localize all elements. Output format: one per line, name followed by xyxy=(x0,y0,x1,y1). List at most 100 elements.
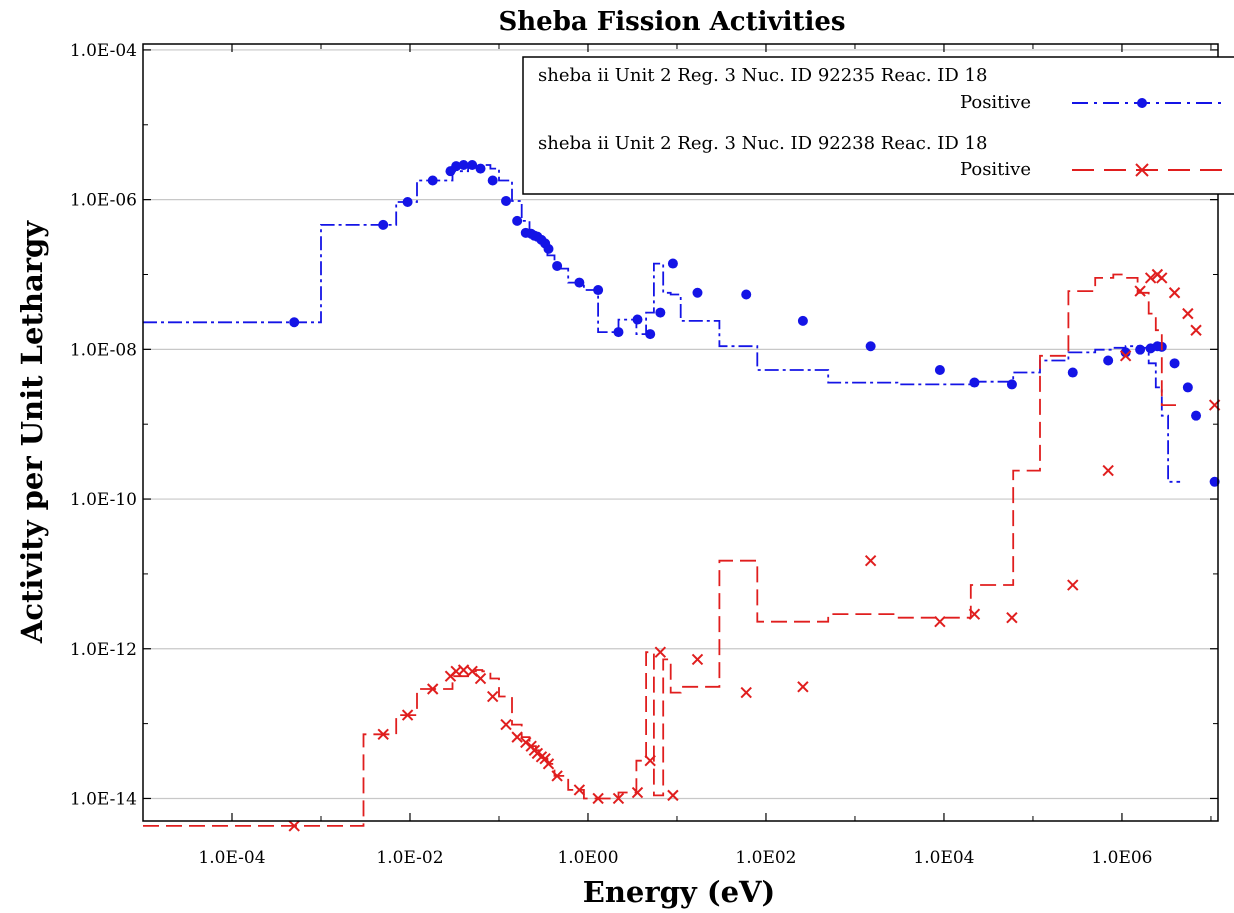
series-1-point-35 xyxy=(1103,355,1114,366)
series-1-point-27 xyxy=(692,287,703,298)
y-tick-label-1: 1.0E-06 xyxy=(70,191,137,211)
series-1-point-34 xyxy=(1067,367,1078,378)
x-tick-label-5: 1.0E06 xyxy=(1091,848,1152,868)
series-1-point-37 xyxy=(1135,344,1146,355)
series-2-point-22 xyxy=(612,792,625,805)
series-2-point-36 xyxy=(1119,350,1132,362)
x-tick-label-4: 1.0E04 xyxy=(913,848,974,868)
legend-box xyxy=(522,56,1234,195)
series-1-point-7 xyxy=(467,160,478,171)
series-2-point-18 xyxy=(542,758,555,770)
series-2-point-11 xyxy=(511,731,523,743)
series-2-point-40 xyxy=(1156,272,1168,284)
series-2-point-17 xyxy=(539,752,551,765)
series-1-point-44 xyxy=(1209,476,1220,487)
series-1-point-30 xyxy=(865,341,876,352)
series-1-point-11 xyxy=(512,215,523,226)
series-1-point-36 xyxy=(1120,347,1131,358)
series-2-line xyxy=(143,273,1181,827)
series-2-point-24 xyxy=(644,754,656,767)
series-1-point-2 xyxy=(402,196,413,207)
series-1-point-29 xyxy=(797,315,808,326)
legend-swatch-1-marker xyxy=(1137,98,1147,108)
tick-layer: 1.0E-04 1.0E-06 1.0E-08 1.0E-10 1.0E-12 1.0E-… xyxy=(70,41,1218,868)
x-axis-label: Energy (eV) xyxy=(583,875,776,909)
series-2-point-20 xyxy=(573,784,586,796)
series-2-point-37 xyxy=(1134,285,1146,297)
series-1-point-31 xyxy=(934,364,945,375)
series-2-point-19 xyxy=(551,770,563,782)
legend-entry-1-line2: Positive xyxy=(960,92,1031,113)
legend-swatch-2-marker xyxy=(1135,163,1149,177)
x-tick-label-0: 1.0E-04 xyxy=(198,848,265,868)
series-2-point-8 xyxy=(474,672,487,685)
series-2-point-28 xyxy=(740,686,752,699)
series-2-point-43 xyxy=(1190,324,1202,336)
y-tick-label-5: 1.0E-14 xyxy=(70,789,137,809)
legend-entry-1-line1: sheba ii Unit 2 Reg. 3 Nuc. ID 92235 Rea… xyxy=(538,65,987,86)
series-1-point-41 xyxy=(1169,358,1180,369)
series-1-point-23 xyxy=(632,314,643,325)
series-1-markers xyxy=(289,160,1220,487)
series-1-point-26 xyxy=(667,258,678,269)
series-2-point-38 xyxy=(1144,272,1157,284)
series-1-point-32 xyxy=(969,377,980,388)
series-1-point-42 xyxy=(1182,382,1193,393)
series-1-point-25 xyxy=(655,307,666,318)
series-1-point-8 xyxy=(475,163,486,174)
series-1-point-6 xyxy=(458,160,469,171)
series-2-point-42 xyxy=(1182,307,1194,320)
series-1-point-24 xyxy=(645,329,656,340)
series-2-point-34 xyxy=(1067,579,1079,591)
y-tick-label-4: 1.0E-12 xyxy=(70,640,137,660)
series-2-point-27 xyxy=(691,653,704,666)
x-tick-label-3: 1.0E02 xyxy=(735,848,796,868)
series-2-point-9 xyxy=(486,690,499,703)
series-2-point-30 xyxy=(864,555,877,567)
series-1-point-10 xyxy=(501,195,512,206)
series-2-point-2 xyxy=(401,709,414,721)
series-1-point-0 xyxy=(289,317,300,328)
series-2-point-35 xyxy=(1102,464,1114,477)
series-layer xyxy=(143,160,1221,832)
series-2-point-10 xyxy=(500,718,512,731)
series-2-point-23 xyxy=(631,786,644,799)
series-2-point-29 xyxy=(797,681,809,693)
series-2-point-33 xyxy=(1006,611,1018,624)
series-1-line xyxy=(143,164,1181,483)
series-2-point-0 xyxy=(288,820,300,832)
series-1-point-1 xyxy=(378,219,389,230)
series-1-point-9 xyxy=(487,175,498,186)
y-tick-label-3: 1.0E-10 xyxy=(70,490,137,510)
y-axis-label: Activity per Unit Lethargy xyxy=(15,220,49,644)
series-1-point-22 xyxy=(613,327,624,338)
series-2-markers xyxy=(288,268,1221,832)
series-1-point-20 xyxy=(574,277,585,288)
series-1-point-5 xyxy=(451,161,462,172)
series-1-point-3 xyxy=(427,175,438,186)
series-2-point-41 xyxy=(1168,287,1181,299)
series-2-point-31 xyxy=(934,615,946,628)
grid-layer xyxy=(143,49,1218,800)
series-2-point-32 xyxy=(968,608,981,620)
y-tick-label-0: 1.0E-04 xyxy=(70,41,137,61)
series-1-point-43 xyxy=(1191,410,1202,421)
series-1-point-33 xyxy=(1006,379,1017,390)
y-tick-label-2: 1.0E-08 xyxy=(70,340,137,360)
series-1-point-18 xyxy=(543,243,554,254)
series-2-point-25 xyxy=(654,646,667,658)
x-tick-label-2: 1.0E00 xyxy=(557,848,618,868)
legend-entry-2-line2: Positive xyxy=(960,159,1031,180)
series-2-point-3 xyxy=(426,683,439,695)
series-1-point-19 xyxy=(552,260,563,271)
series-2-point-1 xyxy=(377,728,389,740)
legend-entry-2-line1: sheba ii Unit 2 Reg. 3 Nuc. ID 92238 Rea… xyxy=(538,133,987,154)
series-2-point-21 xyxy=(592,792,604,805)
series-1-point-28 xyxy=(741,289,752,300)
legend: sheba ii Unit 2 Reg. 3 Nuc. ID 92235 Rea… xyxy=(522,56,1234,195)
chart-title: Sheba Fission Activities xyxy=(498,7,845,37)
series-1-point-21 xyxy=(593,285,604,296)
plot-frame xyxy=(142,43,1219,822)
series-2-point-26 xyxy=(667,789,679,802)
